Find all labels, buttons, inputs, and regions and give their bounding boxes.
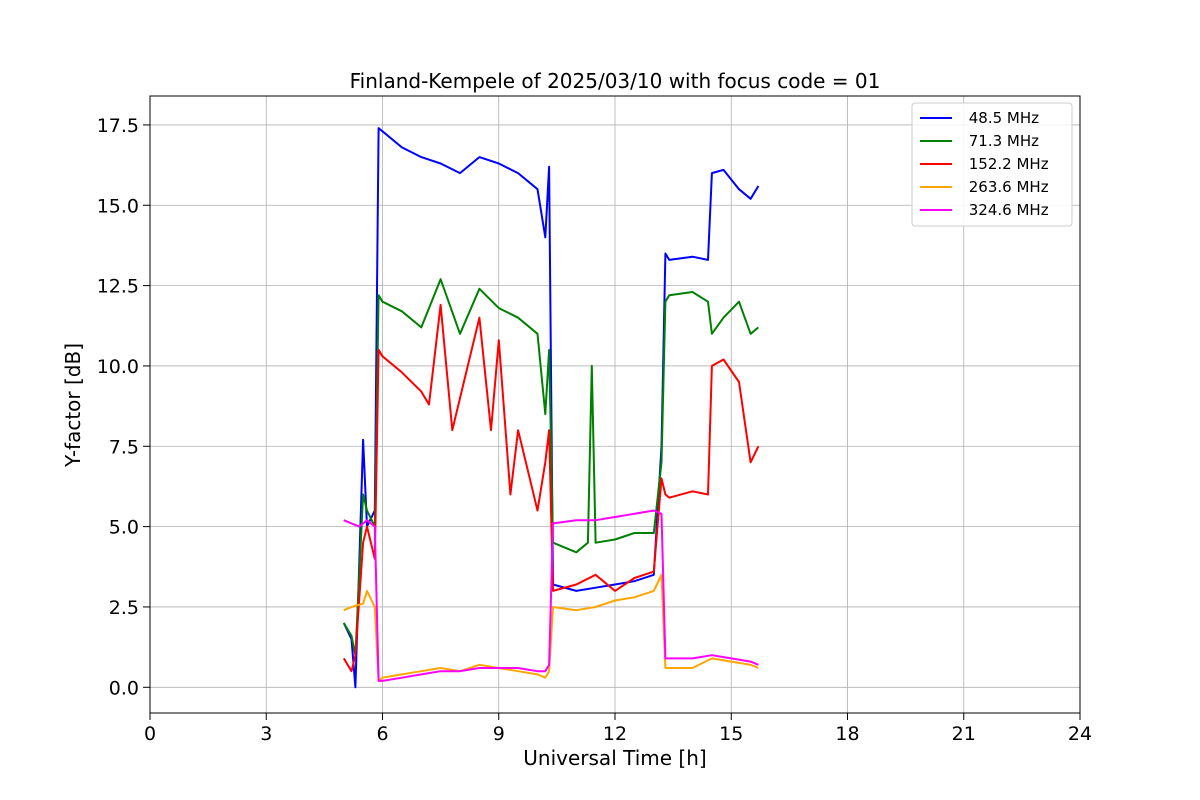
series-line-3 — [342, 303, 760, 673]
y-tick-label: 15.0 — [97, 195, 139, 217]
y-tick-label: 10.0 — [97, 356, 139, 378]
legend-label: 71.3 MHz — [964, 132, 1039, 150]
x-tick-label: 21 — [952, 723, 976, 745]
y-tick-label: 7.5 — [109, 436, 139, 458]
y-axis-label: Y-factor [dB] — [61, 343, 85, 468]
x-tick-label: 18 — [835, 723, 859, 745]
chart-title: Finland-Kempele of 2025/03/10 with focus… — [350, 69, 881, 93]
legend: 48.5 MHz 71.3 MHz 152.2 MHz 263.6 MHz 32… — [911, 102, 1073, 227]
y-tick-label: 12.5 — [97, 276, 139, 298]
y-tick-label: 0.0 — [109, 677, 139, 699]
legend-entries: 48.5 MHz 71.3 MHz 152.2 MHz 263.6 MHz 32… — [920, 109, 1049, 219]
x-axis-label: Universal Time [h] — [523, 746, 706, 770]
x-tick-label: 9 — [493, 723, 505, 745]
series-lines — [342, 127, 760, 689]
x-tick-label: 6 — [376, 723, 388, 745]
legend-box — [911, 102, 1073, 227]
series-line-5 — [343, 509, 759, 682]
legend-label: 152.2 MHz — [964, 155, 1049, 173]
y-axis-ticks: 0.0 2.5 5.0 7.5 10.0 12.5 15.0 17.5 — [97, 115, 150, 699]
y-tick-label: 17.5 — [97, 115, 139, 137]
x-tick-label: 12 — [603, 723, 627, 745]
series-line-1 — [342, 127, 760, 689]
y-tick-label: 2.5 — [109, 597, 139, 619]
x-tick-label: 0 — [144, 723, 156, 745]
x-tick-label: 24 — [1068, 723, 1092, 745]
x-tick-label: 3 — [260, 723, 272, 745]
legend-label: 324.6 MHz — [964, 201, 1049, 219]
x-axis-ticks: 0 3 6 9 12 15 18 21 24 — [144, 713, 1092, 745]
x-tick-label: 15 — [719, 723, 743, 745]
legend-label: 48.5 MHz — [964, 109, 1039, 127]
series-line-2 — [342, 278, 760, 657]
y-tick-label: 5.0 — [109, 517, 139, 539]
legend-label: 263.6 MHz — [964, 178, 1049, 196]
